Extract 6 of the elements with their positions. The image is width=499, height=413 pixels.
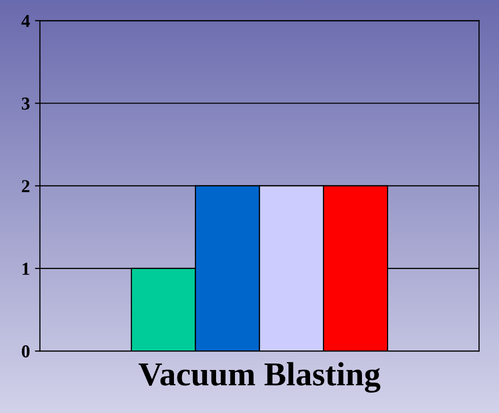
y-tick-label: 0 bbox=[22, 345, 30, 358]
y-tick-label: 1 bbox=[22, 262, 30, 275]
y-tick-label: 3 bbox=[22, 98, 30, 110]
x-tick-label: Vacuum Blasting bbox=[138, 362, 380, 393]
y-tick-label: 4 bbox=[21, 15, 30, 27]
y-tick-label: 2 bbox=[22, 180, 30, 192]
